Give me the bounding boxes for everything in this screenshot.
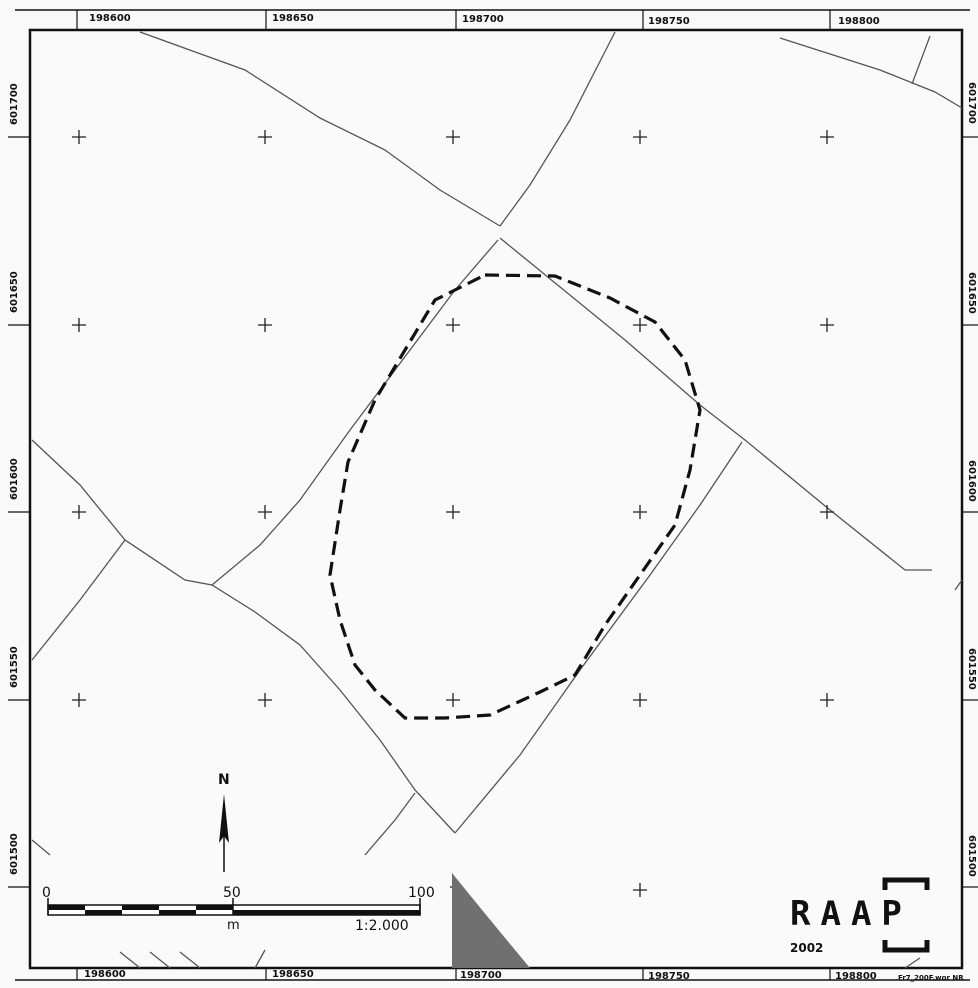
grid-label-right-y5: 601500 bbox=[966, 835, 977, 877]
scale-bar bbox=[47, 898, 421, 916]
parcel-line-ne-short bbox=[911, 35, 931, 85]
scale-bar-ratio: 1:2.000 bbox=[355, 918, 409, 934]
left-tick-separators bbox=[8, 136, 30, 888]
top-tick-separators bbox=[76, 10, 831, 30]
parcel-line-west bbox=[31, 539, 126, 661]
parcel-line-se-tick bbox=[904, 957, 921, 969]
grid-label-right-y4: 601550 bbox=[966, 648, 977, 690]
scale-bar-tick-0: 0 bbox=[42, 885, 51, 901]
scale-bar-tick-50: 50 bbox=[223, 885, 241, 901]
parcel-line-diagonal bbox=[499, 237, 932, 571]
grid-crosses bbox=[72, 130, 834, 897]
grid-label-left-y5: 601500 bbox=[9, 833, 20, 875]
parcel-line-southeast bbox=[454, 441, 743, 834]
grid-label-right-y2: 601650 bbox=[966, 272, 977, 314]
grid-label-left-y3: 601600 bbox=[9, 458, 20, 500]
grid-label-top-x4: 198750 bbox=[648, 16, 690, 27]
raap-logo-year: 2002 bbox=[790, 941, 824, 955]
north-arrow bbox=[219, 794, 229, 872]
grid-label-bottom-x3: 198700 bbox=[460, 970, 502, 981]
parcel-line-e-tick bbox=[954, 579, 963, 591]
grid-label-bottom-x1: 198600 bbox=[84, 969, 126, 980]
grid-label-left-y4: 601550 bbox=[9, 646, 20, 688]
grid-label-top-x1: 198600 bbox=[89, 13, 131, 24]
right-tick-separators bbox=[962, 136, 978, 888]
scale-bar-unit: m bbox=[227, 918, 240, 933]
parcel-line-road-north bbox=[499, 31, 616, 227]
grid-label-left-y2: 601650 bbox=[9, 271, 20, 313]
grid-label-bottom-x2: 198650 bbox=[272, 969, 314, 980]
bottom-tick-separators bbox=[76, 968, 831, 980]
parcel-line-southwest bbox=[31, 439, 456, 834]
north-arrow-label: N bbox=[218, 772, 230, 788]
parcel-boundaries bbox=[31, 31, 963, 969]
parcel-line-bottom-ticks bbox=[119, 949, 266, 969]
file-reference: Fr7_200F.wor NR bbox=[898, 974, 964, 982]
raap-logo-text: RAAP bbox=[790, 894, 912, 934]
shaded-corner-area bbox=[452, 873, 530, 968]
grid-label-right-y1: 601700 bbox=[966, 82, 977, 124]
grid-label-bottom-x4: 198750 bbox=[648, 971, 690, 982]
grid-label-top-x2: 198650 bbox=[272, 13, 314, 24]
dashed-area-boundary bbox=[328, 273, 702, 720]
north-arrow-head bbox=[219, 794, 229, 843]
parcel-line-south-short bbox=[364, 792, 416, 856]
parcel-line-northeast bbox=[779, 37, 963, 109]
map-frame bbox=[28, 28, 964, 970]
grid-label-left-y1: 601700 bbox=[9, 83, 20, 125]
raap-logo-frame bbox=[882, 877, 930, 953]
grid-label-top-x5: 198800 bbox=[838, 16, 880, 27]
grid-label-bottom-x5: 198800 bbox=[835, 971, 877, 982]
parcel-line-sw-corner bbox=[31, 839, 51, 856]
scale-bar-tick-100: 100 bbox=[408, 885, 435, 901]
parcel-line-north bbox=[139, 31, 501, 227]
grid-label-right-y3: 601600 bbox=[966, 460, 977, 502]
grid-label-top-x3: 198700 bbox=[462, 14, 504, 25]
